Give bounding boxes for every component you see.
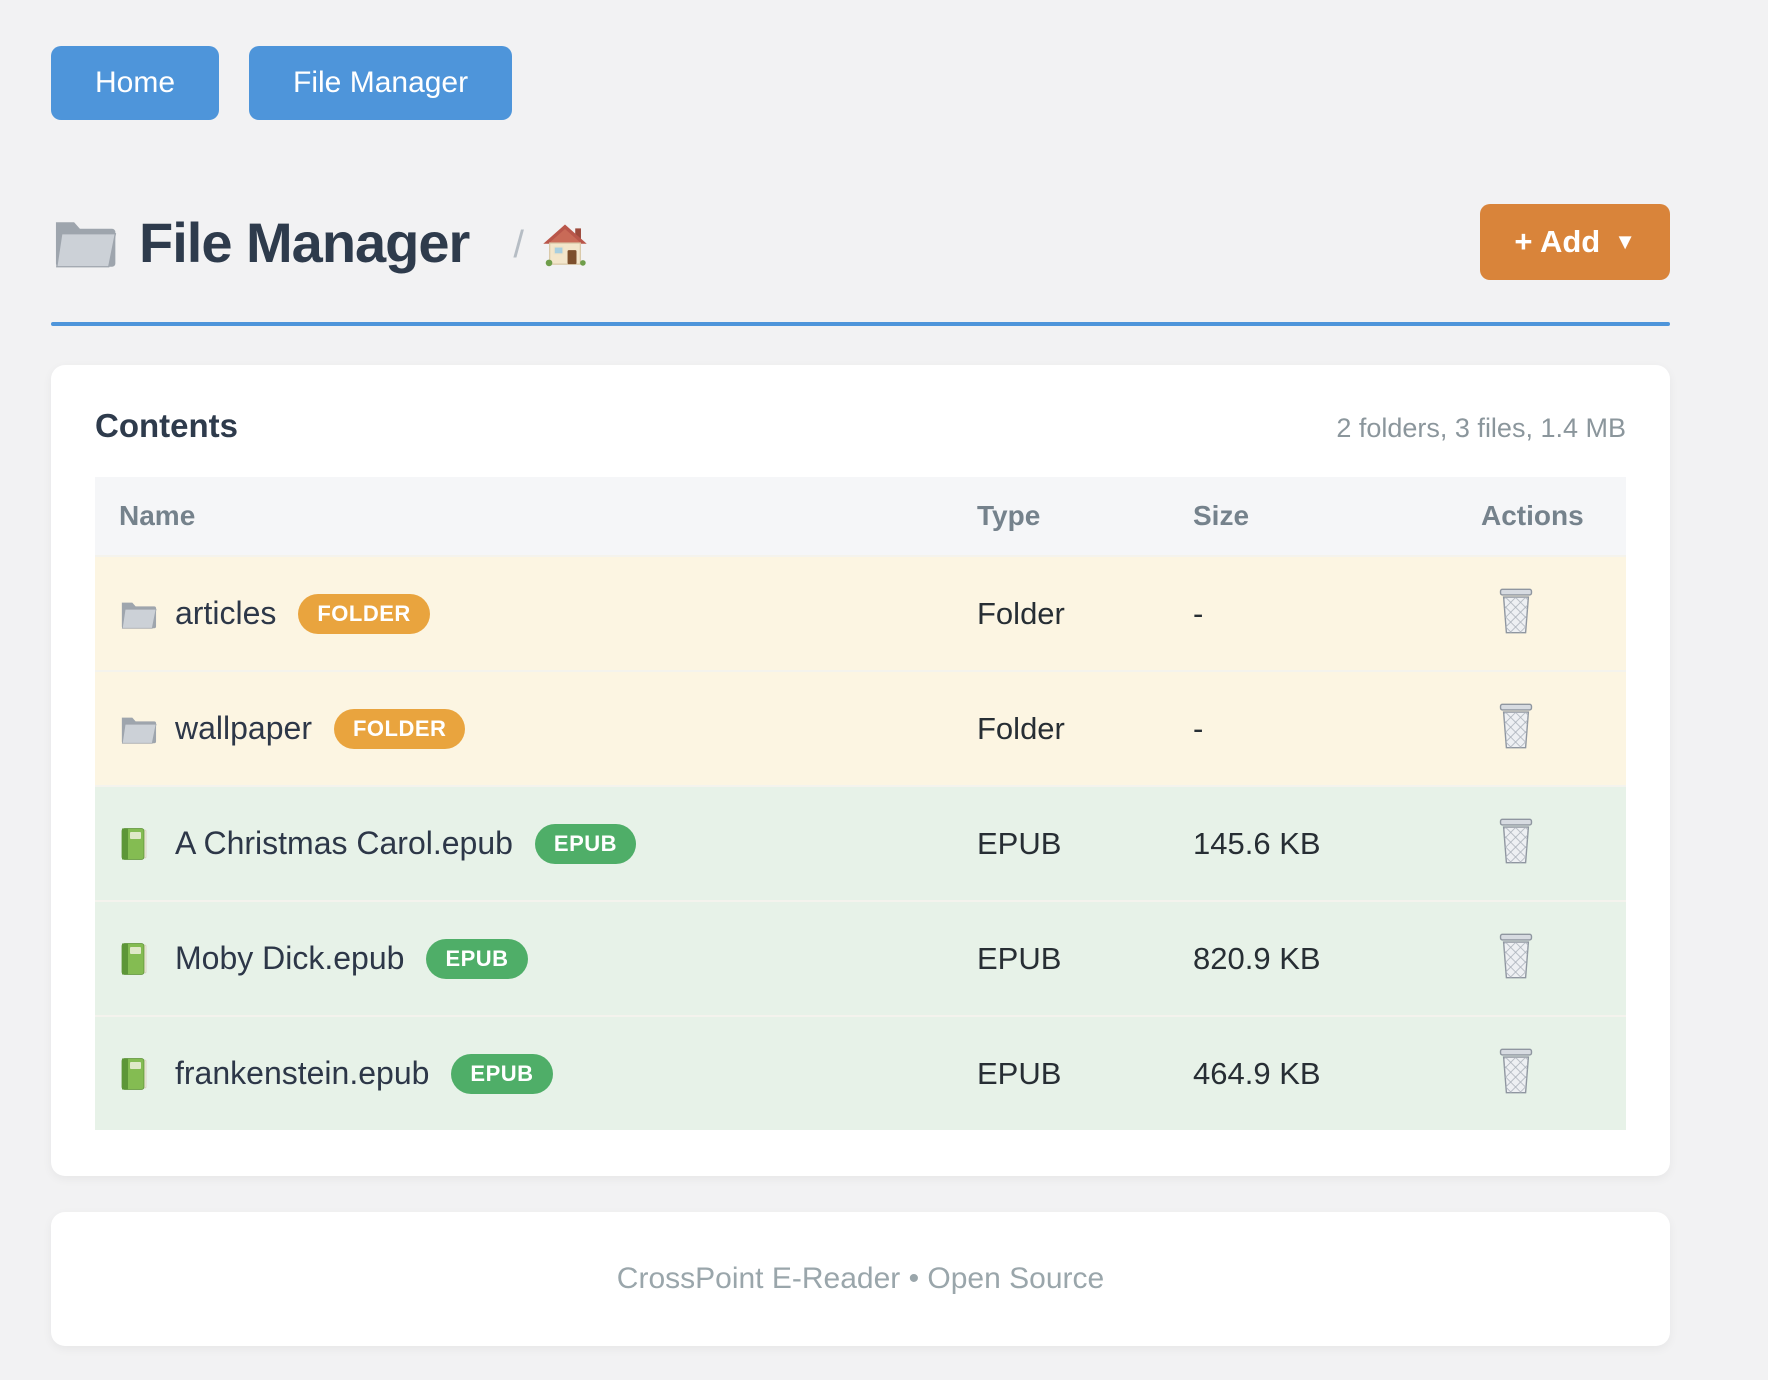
name-cell: A Christmas Carol.epub EPUB [95, 823, 977, 864]
folder-icon [51, 214, 117, 270]
home-icon[interactable] [542, 223, 588, 267]
top-nav: Home File Manager [51, 0, 1670, 120]
table-body: articles FOLDER Folder - [95, 555, 1626, 1130]
green-book-icon [119, 940, 157, 978]
contents-header: Contents 2 folders, 3 files, 1.4 MB [95, 407, 1626, 445]
type-cell: EPUB [977, 940, 1062, 976]
column-header-size: Size [1193, 500, 1250, 531]
type-cell: EPUB [977, 1055, 1062, 1091]
page-title: File Manager [139, 210, 470, 274]
actions-cell [1481, 932, 1626, 985]
folder-icon [119, 595, 157, 633]
table-row: Moby Dick.epub EPUB EPUB 820.9 KB [95, 900, 1626, 1015]
table-row: wallpaper FOLDER Folder - [95, 670, 1626, 785]
trash-icon[interactable] [1495, 932, 1537, 980]
size-cell: 820.9 KB [1193, 940, 1321, 976]
contents-heading: Contents [95, 407, 238, 444]
type-badge: EPUB [451, 1053, 553, 1094]
size-cell: - [1193, 710, 1204, 746]
type-cell: EPUB [977, 825, 1062, 861]
trash-icon[interactable] [1495, 817, 1537, 865]
size-cell: 145.6 KB [1193, 825, 1321, 861]
actions-cell [1481, 587, 1626, 640]
actions-cell [1481, 1047, 1626, 1100]
breadcrumb-separator: / [513, 223, 524, 266]
folder-icon [119, 710, 157, 748]
file-name[interactable]: articles [175, 595, 277, 631]
table-row: frankenstein.epub EPUB EPUB 464.9 KB [95, 1015, 1626, 1130]
chevron-down-icon: ▼ [1614, 229, 1636, 254]
type-cell: Folder [977, 710, 1065, 746]
name-cell: wallpaper FOLDER [95, 708, 977, 749]
contents-card: Contents 2 folders, 3 files, 1.4 MB Name… [51, 365, 1670, 1176]
page: Home File Manager File Manager / [51, 0, 1670, 1346]
actions-cell [1481, 702, 1626, 755]
green-book-icon [119, 1055, 157, 1093]
file-name[interactable]: frankenstein.epub [175, 1055, 430, 1091]
size-cell: 464.9 KB [1193, 1055, 1321, 1091]
file-table: Name Type Size Actions articles FOLDER F… [95, 477, 1626, 1130]
footer-card: CrossPoint E-Reader • Open Source [51, 1212, 1670, 1346]
table-header-row: Name Type Size Actions [95, 477, 1626, 555]
type-badge: FOLDER [333, 708, 466, 749]
type-badge: EPUB [534, 823, 637, 864]
add-button-label: + Add [1514, 224, 1601, 259]
file-name[interactable]: Moby Dick.epub [175, 940, 405, 976]
column-header-name: Name [119, 500, 196, 531]
trash-icon[interactable] [1495, 587, 1537, 635]
footer-text: CrossPoint E-Reader • Open Source [616, 1262, 1105, 1295]
nav-file-manager-button[interactable]: File Manager [249, 46, 513, 120]
name-cell: articles FOLDER [95, 593, 977, 634]
add-button[interactable]: + Add ▼ [1480, 204, 1670, 280]
size-cell: - [1193, 595, 1204, 631]
type-badge: EPUB [426, 938, 528, 979]
trash-icon[interactable] [1495, 702, 1537, 750]
page-header: File Manager / + Add ▼ [51, 200, 1670, 284]
table-row: A Christmas Carol.epub EPUB EPUB 145.6 K… [95, 785, 1626, 900]
green-book-icon [119, 825, 157, 863]
name-cell: frankenstein.epub EPUB [95, 1053, 977, 1094]
column-header-type: Type [977, 500, 1041, 531]
actions-cell [1481, 817, 1626, 870]
file-name[interactable]: wallpaper [175, 710, 312, 746]
file-name[interactable]: A Christmas Carol.epub [175, 825, 513, 861]
table-row: articles FOLDER Folder - [95, 555, 1626, 670]
name-cell: Moby Dick.epub EPUB [95, 938, 977, 979]
nav-home-button[interactable]: Home [51, 46, 220, 120]
contents-summary: 2 folders, 3 files, 1.4 MB [1336, 413, 1626, 443]
type-badge: FOLDER [298, 593, 430, 634]
column-header-actions: Actions [1481, 500, 1584, 531]
type-cell: Folder [977, 595, 1065, 631]
trash-icon[interactable] [1495, 1047, 1537, 1095]
title-divider [51, 322, 1670, 326]
